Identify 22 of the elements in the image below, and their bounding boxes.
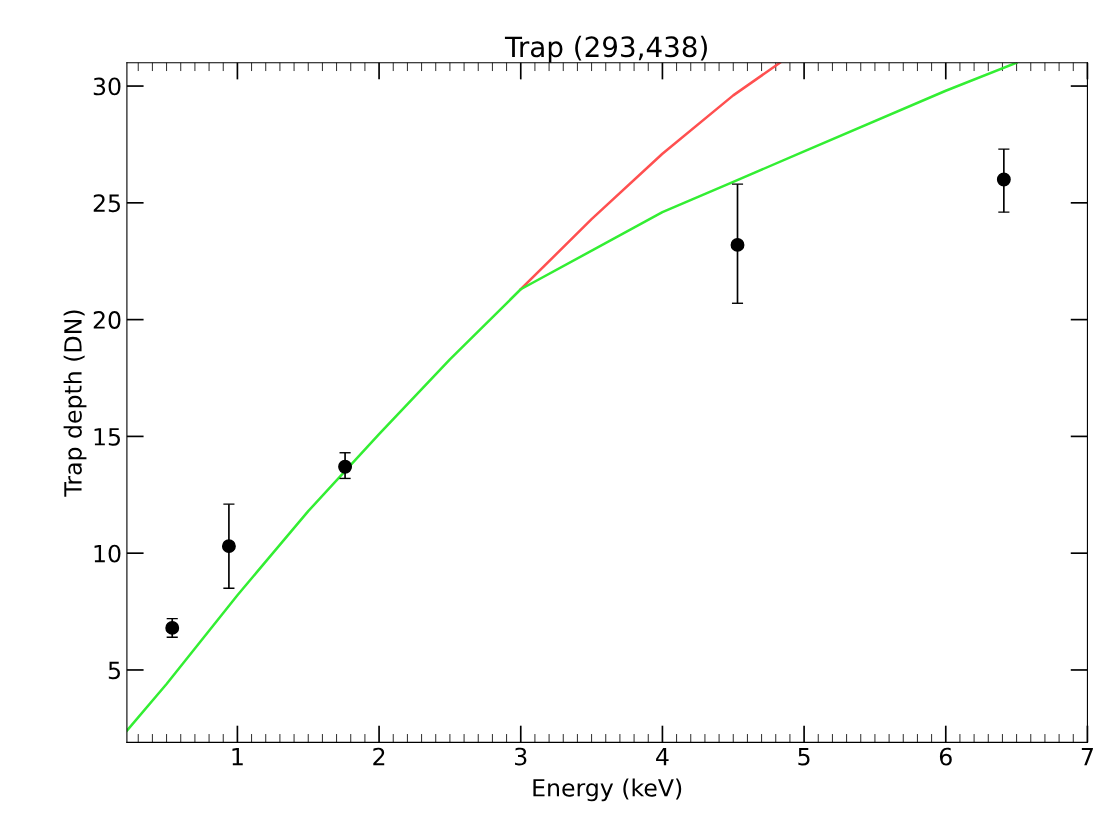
y-tick-label: 25 [93, 194, 120, 213]
point [996, 172, 1011, 187]
x-tick-label: 3 [515, 747, 527, 766]
x-tick-label: 1 [232, 747, 243, 766]
x-tick-label: 4 [656, 747, 669, 766]
x-tick-label: 2 [373, 747, 385, 766]
point [165, 620, 180, 635]
x-tick-label: 7 [1081, 747, 1093, 766]
x-tick-label: 6 [939, 747, 952, 766]
chart-title: Trap (293,438) [504, 35, 707, 63]
x-tick-label: 5 [798, 747, 810, 766]
y-tick-label: 30 [93, 77, 121, 96]
point [221, 539, 236, 554]
point [338, 459, 353, 474]
y-tick-label: 5 [108, 661, 120, 680]
point [730, 237, 745, 252]
x-axis-title: Energy (keV) [533, 778, 682, 802]
y-tick-label: 10 [94, 544, 121, 563]
y-axis-title: Trap depth (DN) [63, 310, 87, 497]
y-tick-label: 15 [94, 428, 120, 446]
line-series [126, 62, 1018, 732]
y-tick-label: 20 [93, 311, 121, 329]
